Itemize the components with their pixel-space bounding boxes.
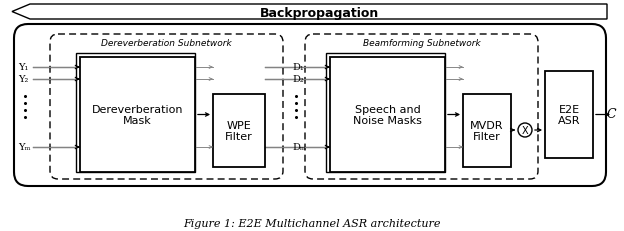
Circle shape (518, 123, 532, 137)
Text: Y₂: Y₂ (18, 75, 28, 84)
Bar (326, 54, 445, 172)
Bar (76, 54, 195, 172)
Text: Dereverberation
Mask: Dereverberation Mask (92, 104, 183, 126)
Text: Beamforming Subnetwork: Beamforming Subnetwork (363, 38, 480, 47)
Text: MVDR
Filter: MVDR Filter (470, 120, 504, 142)
FancyBboxPatch shape (14, 25, 606, 186)
Text: X: X (522, 126, 529, 136)
Text: Speech and
Noise Masks: Speech and Noise Masks (353, 104, 422, 126)
Text: Figure 1: E2E Multichannel ASR architecture: Figure 1: E2E Multichannel ASR architect… (183, 218, 441, 228)
Bar (213, 94, 265, 167)
Bar (330, 58, 445, 172)
Text: D₂: D₂ (292, 75, 304, 84)
Bar (463, 94, 511, 167)
Text: D₁: D₁ (292, 63, 304, 72)
FancyBboxPatch shape (50, 35, 283, 179)
FancyBboxPatch shape (305, 35, 538, 179)
Bar (545, 72, 593, 158)
Text: WPE
Filter: WPE Filter (225, 120, 253, 142)
Text: C: C (607, 108, 617, 121)
Text: Dₘ: Dₘ (292, 143, 306, 152)
Text: Dereverberation Subnetwork: Dereverberation Subnetwork (101, 38, 232, 47)
Text: Yₘ: Yₘ (18, 143, 31, 152)
Text: E2E
ASR: E2E ASR (558, 104, 580, 126)
Text: Y₁: Y₁ (18, 63, 28, 72)
Polygon shape (12, 5, 607, 20)
Bar (80, 58, 195, 172)
Text: Backpropagation: Backpropagation (260, 6, 379, 19)
